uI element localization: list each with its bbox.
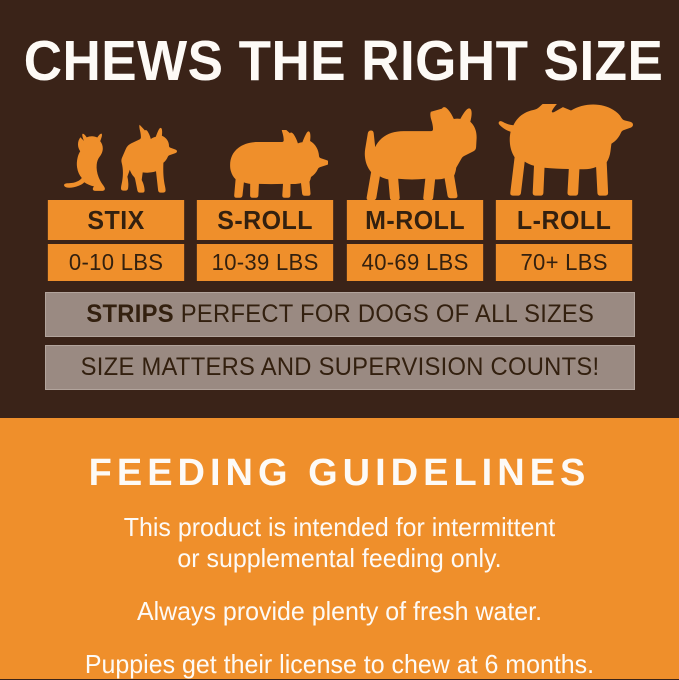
large-dog-icon (491, 104, 635, 200)
feeding-paragraph-1: This product is intended for intermitten… (14, 512, 666, 574)
strips-banner-text: PERFECT FOR DOGS OF ALL SIZES (173, 300, 594, 328)
size-name-label: STIX (87, 204, 145, 235)
feeding-line: This product is intended for intermitten… (123, 512, 556, 542)
feeding-guidelines-title: FEEDING GUIDELINES (88, 452, 591, 494)
size-weight-label: 0-10 LBS (68, 249, 164, 275)
small-dogs-icon (45, 104, 190, 200)
feeding-paragraph-3: Puppies get their license to chew at 6 m… (14, 649, 666, 680)
strips-banner: STRIPS PERFECT FOR DOGS OF ALL SIZES (45, 292, 635, 337)
size-cell-weight-l-roll[interactable]: 70+ LBS (495, 244, 633, 281)
size-cell-weight-m-roll[interactable]: 40-69 LBS (346, 244, 483, 281)
feeding-line: or supplemental feeding only. (177, 543, 502, 573)
size-name-label: M-ROLL (364, 204, 465, 235)
size-cell-name-m-roll[interactable]: M-ROLL (346, 200, 483, 240)
corgi-dog-icon (197, 104, 337, 200)
feeding-line: Puppies get their license to chew at 6 m… (84, 649, 595, 679)
size-cell-weight-stix[interactable]: 0-10 LBS (47, 244, 185, 281)
medium-dog-icon (344, 104, 484, 200)
supervision-banner: SIZE MATTERS AND SUPERVISION COUNTS! (45, 345, 635, 390)
dog-silhouette-row (45, 104, 635, 200)
size-name-label: L-ROLL (516, 204, 612, 235)
size-weight-label: 40-69 LBS (361, 249, 469, 275)
size-table-name-row: STIX S-ROLL M-ROLL L-ROLL (45, 200, 635, 240)
feeding-line: Always provide plenty of fresh water. (136, 596, 543, 626)
size-weight-label: 70+ LBS (520, 249, 608, 275)
size-cell-name-l-roll[interactable]: L-ROLL (495, 200, 633, 240)
size-table-weight-row: 0-10 LBS 10-39 LBS 40-69 LBS 70+ LBS (45, 244, 635, 281)
size-cell-weight-s-roll[interactable]: 10-39 LBS (197, 244, 334, 281)
feeding-paragraph-2: Always provide plenty of fresh water. (14, 596, 666, 627)
strips-banner-strong: STRIPS (86, 300, 174, 328)
size-cell-name-stix[interactable]: STIX (47, 200, 185, 240)
size-chart-panel: CHEWS THE RIGHT SIZE (23, 29, 664, 390)
feeding-guidelines-panel: FEEDING GUIDELINES This product is inten… (0, 418, 679, 679)
size-weight-label: 10-39 LBS (211, 249, 319, 275)
page-title: CHEWS THE RIGHT SIZE (23, 29, 664, 93)
size-cell-name-s-roll[interactable]: S-ROLL (197, 200, 334, 240)
size-table: STIX S-ROLL M-ROLL L-ROLL 0-10 LBS 10-39… (45, 200, 635, 281)
size-name-label: S-ROLL (217, 204, 314, 235)
supervision-banner-text: SIZE MATTERS AND SUPERVISION COUNTS! (80, 353, 600, 381)
feeding-guidelines-body: This product is intended for intermitten… (0, 512, 679, 680)
